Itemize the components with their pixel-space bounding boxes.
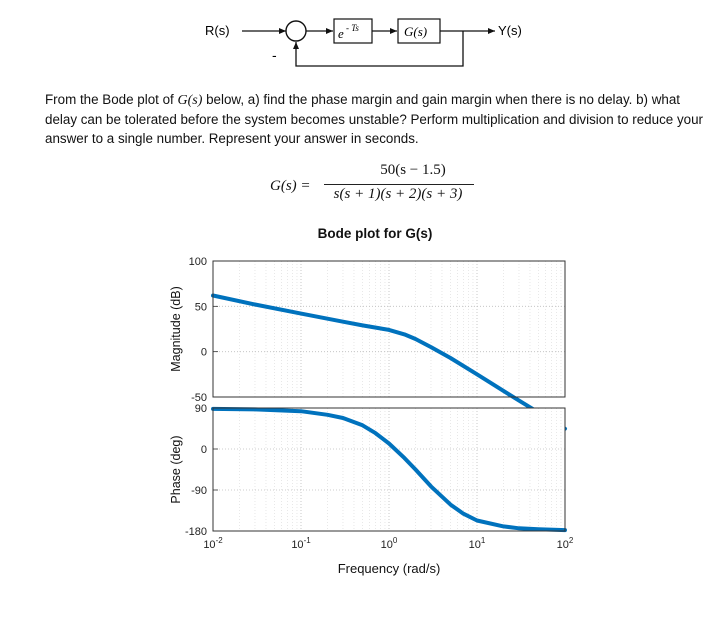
x-tick-label: 102 (557, 536, 574, 551)
transfer-function: G(s) = 50(s − 1.5) s(s + 1)(s + 2)(s + 3… (258, 162, 488, 212)
magnitude-y-tick-label: 0 (201, 347, 207, 359)
feedback-path (293, 31, 464, 67)
input-label: R(s) (205, 23, 230, 38)
fraction-bar (324, 184, 474, 185)
output-label: Y(s) (498, 23, 522, 38)
x-tick-label: 10-1 (291, 536, 311, 551)
phase-y-tick-label: 0 (201, 444, 207, 456)
plot-title: Bode plot for G(s) (317, 226, 433, 241)
phase-y-tick-label: 90 (195, 403, 207, 415)
x-tick-label: 101 (469, 536, 486, 551)
feedback-sign: - (272, 47, 277, 63)
plant-label: G(s) (404, 24, 427, 39)
magnitude-axis-label: Magnitude (dB) (169, 286, 183, 371)
phase-curve (211, 406, 567, 533)
question-text: From the Bode plot of G(s) below, a) fin… (45, 92, 703, 146)
phase-frame (212, 407, 566, 532)
phase-y-tick-label: -90 (191, 485, 207, 497)
magnitude-frame (212, 260, 566, 398)
x-tick-label: 100 (381, 536, 398, 551)
transfer-function-lhs: G(s) = (270, 178, 311, 194)
phase-axis-label: Phase (deg) (169, 435, 183, 503)
x-axis-label: Frequency (rad/s) (338, 561, 441, 576)
delay-exponent: - Ts (346, 23, 359, 33)
delay-base: e (338, 26, 344, 41)
x-tick-label: 10-2 (203, 536, 223, 551)
transfer-function-numerator: 50(s − 1.5) (380, 162, 446, 178)
magnitude-y-tick-label: -50 (191, 392, 207, 404)
plant-symbol: G(s) (177, 93, 203, 108)
block-diagram: R(s) e - Ts G(s) Y(s) - (205, 18, 522, 67)
magnitude-y-tick-label: 50 (195, 301, 207, 313)
transfer-function-denominator: s(s + 1)(s + 2)(s + 3) (333, 186, 463, 202)
magnitude-curve (211, 293, 567, 431)
plant-block (397, 18, 441, 44)
magnitude-y-tick-label: 100 (189, 256, 207, 268)
phase-y-tick-label: -180 (185, 526, 207, 538)
